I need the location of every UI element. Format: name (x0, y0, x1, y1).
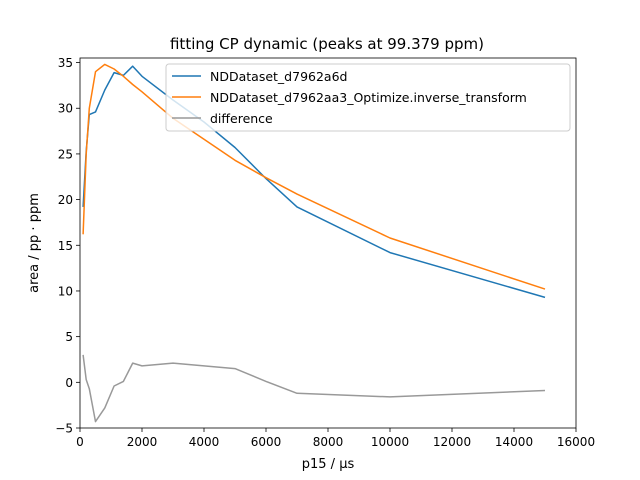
y-tick-label: 25 (58, 147, 73, 161)
y-axis-label: area / pp · ppm (27, 193, 42, 293)
legend-box (165, 63, 571, 132)
chart-title: fitting CP dynamic (peaks at 99.379 ppm) (170, 35, 484, 53)
x-tick-label: 14000 (495, 435, 533, 449)
y-tick-label: 15 (58, 239, 73, 253)
legend-label-series-1: NDDataset_d7962a6d (210, 69, 347, 84)
series-line-1 (82, 65, 546, 299)
x-tick-label: 0 (76, 435, 84, 449)
y-tick-label: 10 (58, 284, 73, 298)
x-axis-label: p15 / µs (302, 457, 355, 472)
series-line-3 (82, 354, 546, 423)
y-tick-label: −5 (55, 422, 73, 436)
x-tick-label: 8000 (313, 435, 344, 449)
y-tick-label: 35 (58, 56, 73, 70)
x-tick-label: 16000 (557, 435, 595, 449)
legend-label-series-3: difference (210, 111, 273, 126)
x-tick-label: 10000 (371, 435, 409, 449)
y-tick-label: 30 (58, 102, 73, 116)
x-axis: 0 2000 4000 6000 8000 10000 12000 14000 16000 (76, 428, 595, 449)
y-axis: −5 0 5 10 15 20 25 30 35 (55, 56, 80, 436)
x-tick-label: 12000 (433, 435, 471, 449)
legend-label-series-2: NDDataset_d7962aa3_Optimize.inverse_tran… (210, 90, 527, 105)
y-tick-label: 5 (65, 330, 73, 344)
x-tick-label: 2000 (127, 435, 158, 449)
y-tick-label: 20 (58, 193, 73, 207)
y-tick-label: 0 (65, 376, 73, 390)
series-layer (82, 63, 546, 423)
legend: NDDataset_d7962a6d NDDataset_d7962aa3_Op… (165, 63, 571, 132)
x-tick-label: 4000 (189, 435, 220, 449)
series-line-2 (82, 63, 546, 290)
x-tick-label: 6000 (251, 435, 282, 449)
